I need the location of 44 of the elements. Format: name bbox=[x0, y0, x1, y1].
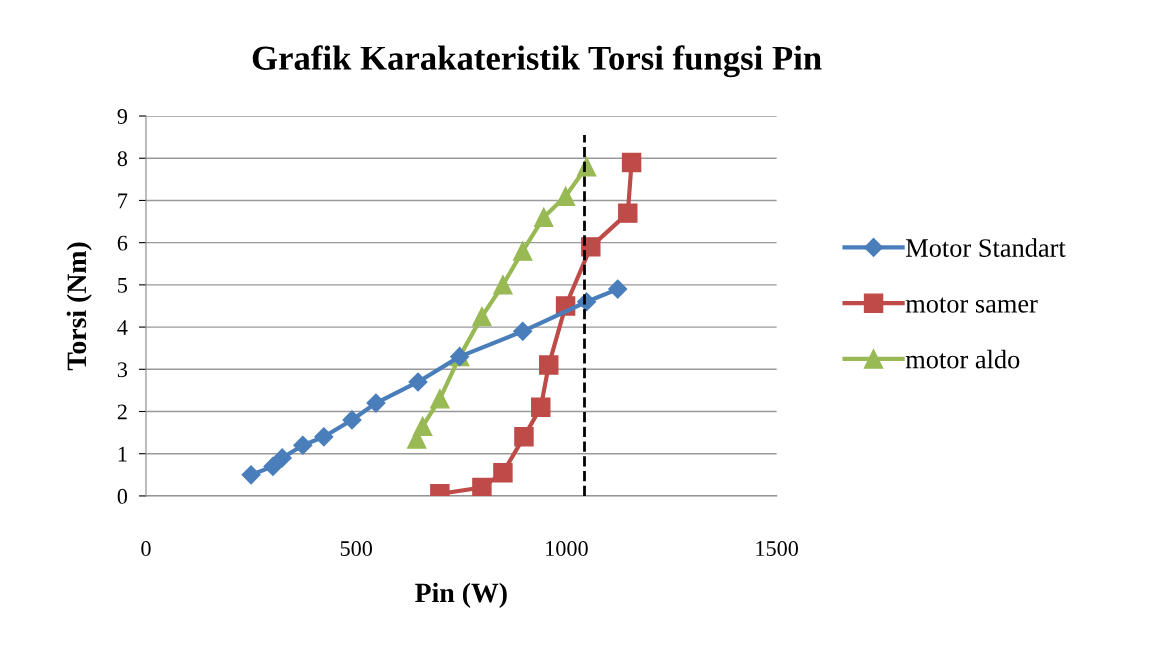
point bbox=[472, 477, 492, 496]
y-tick-label: 4 bbox=[117, 320, 128, 335]
chart-title: Grafik Karakateristik Torsi fungsi Pin bbox=[252, 45, 822, 78]
point bbox=[493, 275, 513, 295]
y-tick-label: 5 bbox=[118, 278, 128, 293]
point bbox=[512, 241, 533, 261]
point bbox=[412, 416, 433, 436]
x-tick-label: 0 bbox=[141, 541, 151, 557]
y-tick-label: 3 bbox=[117, 362, 128, 378]
y-tick-label: 1 bbox=[118, 446, 127, 462]
x-tick-label: 500 bbox=[340, 541, 373, 557]
point bbox=[555, 186, 576, 206]
legend-label: motor samer bbox=[905, 297, 1038, 313]
y-tick-label: 8 bbox=[117, 151, 128, 167]
legend-label: motor aldo bbox=[905, 349, 1020, 369]
point bbox=[241, 465, 261, 485]
point bbox=[366, 393, 386, 413]
x-axis-title: Pin (W) bbox=[415, 582, 507, 608]
point bbox=[493, 462, 513, 483]
point bbox=[263, 456, 283, 476]
point bbox=[293, 435, 313, 455]
point bbox=[608, 279, 628, 299]
y-tick-label: 6 bbox=[117, 235, 128, 251]
point bbox=[531, 397, 551, 418]
point bbox=[539, 355, 559, 375]
point bbox=[408, 372, 428, 392]
point bbox=[621, 152, 642, 173]
x-tick-label: 1500 bbox=[756, 541, 799, 557]
y-tick-label: 7 bbox=[118, 193, 128, 209]
point bbox=[514, 427, 534, 447]
point bbox=[618, 203, 638, 223]
y-tick-label: 0 bbox=[117, 488, 128, 504]
y-tick-label: 9 bbox=[117, 109, 128, 124]
point bbox=[314, 427, 334, 447]
point bbox=[533, 207, 554, 228]
point bbox=[430, 389, 450, 409]
legend-label: Motor Standart bbox=[905, 238, 1066, 257]
y-axis-title: Torsi (Nm) bbox=[66, 242, 92, 371]
y-tick-label: 2 bbox=[117, 404, 127, 420]
point bbox=[513, 321, 533, 341]
point bbox=[272, 448, 292, 468]
point bbox=[472, 306, 492, 327]
point bbox=[342, 410, 362, 430]
x-tick-label: 1000 bbox=[546, 541, 588, 557]
